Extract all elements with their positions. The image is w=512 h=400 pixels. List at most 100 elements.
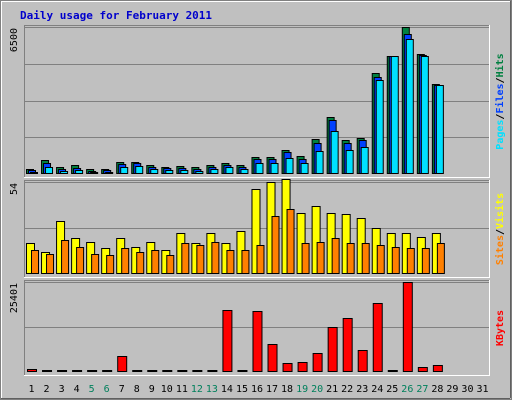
pages-bar (375, 80, 384, 174)
kbytes-bar (192, 370, 203, 372)
chart-title: Daily usage for February 2011 (20, 9, 212, 22)
kbytes-bar (222, 310, 233, 372)
sites-bar (241, 250, 250, 274)
x-tick-label: 6 (104, 384, 110, 395)
pages-bar (75, 170, 84, 174)
x-tick-label: 19 (296, 384, 308, 395)
sites-bar (61, 240, 70, 274)
x-tick-label: 12 (191, 384, 203, 395)
legend-separator: / (495, 229, 506, 235)
legend-separator: / (495, 114, 506, 120)
sites-bar (226, 250, 235, 274)
x-tick-label: 22 (341, 384, 353, 395)
pages-bar (180, 170, 189, 174)
pages-bar (30, 172, 38, 174)
sites-bar (361, 243, 370, 274)
x-tick-label: 23 (356, 384, 368, 395)
sites-bar (76, 247, 85, 274)
kbytes-bar (177, 370, 188, 372)
sites-bar (406, 248, 415, 274)
pages-bar (270, 163, 279, 174)
legend-visits: Visits (494, 193, 506, 229)
kbytes-bar (147, 370, 158, 372)
kbytes-bar (432, 365, 443, 372)
sites-bar (316, 242, 325, 274)
x-tick-label: 24 (371, 384, 383, 395)
pages-bar (255, 163, 264, 174)
x-tick-label: 31 (476, 384, 488, 395)
sites-bar (181, 243, 190, 274)
sites-bar (166, 255, 175, 274)
kbytes-bar (72, 370, 83, 372)
pages-bar (300, 163, 309, 174)
kbytes-bar (27, 369, 37, 372)
pages-bar (165, 170, 174, 174)
kbytes-bar (417, 367, 428, 372)
kbytes-bar (162, 370, 173, 372)
legend-sites: Sites (494, 235, 506, 265)
legend-requests: Pages/Files/Hits (494, 53, 506, 149)
pages-bar (330, 131, 339, 174)
y-max-label-requests: 6500 (9, 28, 20, 52)
x-tick-label: 13 (206, 384, 218, 395)
panel-kbytes: 25401 KBytes (9, 280, 506, 376)
x-axis-labels: 1 2 3 4 5 6 7 8 9 10 11 12 13 14 15 16 17 18 19 20 21 22 23 24 2… (29, 384, 489, 395)
legend-kbytes: KBytes (495, 310, 506, 346)
pages-bar (405, 39, 414, 174)
legend-hits: Hits (494, 53, 506, 77)
kbytes-bar (297, 362, 308, 372)
kbytes-bar (327, 327, 338, 372)
x-tick-label: 3 (59, 384, 65, 395)
sites-bar (346, 243, 355, 274)
sites-bar (421, 248, 430, 274)
pages-bar (345, 150, 354, 174)
kbytes-bar (252, 311, 263, 372)
x-tick-label: 1 (29, 384, 35, 395)
kbytes-bar (267, 344, 278, 372)
kbytes-bar (207, 370, 218, 372)
legend-visits: Sites/Visits (494, 193, 506, 265)
x-tick-label: 7 (119, 384, 125, 395)
sites-bar (106, 255, 115, 274)
x-tick-label: 15 (236, 384, 248, 395)
visits-bar (251, 189, 261, 274)
kbytes-bar (42, 370, 53, 372)
kbytes-bar (357, 350, 368, 372)
x-tick-label: 25 (386, 384, 398, 395)
x-tick-label: 21 (326, 384, 338, 395)
sites-bar (91, 254, 100, 274)
pages-bar (420, 56, 429, 174)
legend-kbytes: KBytes (495, 310, 506, 346)
sites-bar (436, 243, 445, 274)
x-tick-label: 4 (74, 384, 80, 395)
kbytes-bar (342, 318, 353, 372)
y-max-label-visits: 54 (9, 183, 20, 195)
x-tick-label: 20 (311, 384, 323, 395)
kbytes-bar (87, 370, 98, 372)
kbytes-bar (402, 282, 413, 372)
x-tick-label: 29 (446, 384, 458, 395)
x-tick-label: 18 (281, 384, 293, 395)
sites-bar (391, 247, 400, 274)
pages-bar (210, 169, 219, 174)
kbytes-bar (387, 370, 398, 372)
x-tick-label: 28 (431, 384, 443, 395)
sites-bar (286, 209, 295, 274)
visits-bar (311, 206, 321, 274)
kbytes-bar (102, 370, 113, 372)
x-tick-label: 8 (134, 384, 140, 395)
kbytes-bar (57, 370, 68, 372)
pages-bar (435, 85, 444, 174)
chart-panels: 6500Pages/Files/Hits54Sites/Visits25401K… (9, 25, 506, 376)
sites-bar (376, 245, 385, 274)
pages-bar (240, 169, 249, 174)
sites-bar (196, 245, 205, 274)
pages-bar (360, 147, 369, 174)
pages-bar (315, 151, 324, 174)
x-tick-label: 5 (89, 384, 95, 395)
kbytes-bar (372, 303, 383, 372)
legend-pages: Pages (495, 120, 506, 150)
pages-bar (45, 167, 54, 174)
